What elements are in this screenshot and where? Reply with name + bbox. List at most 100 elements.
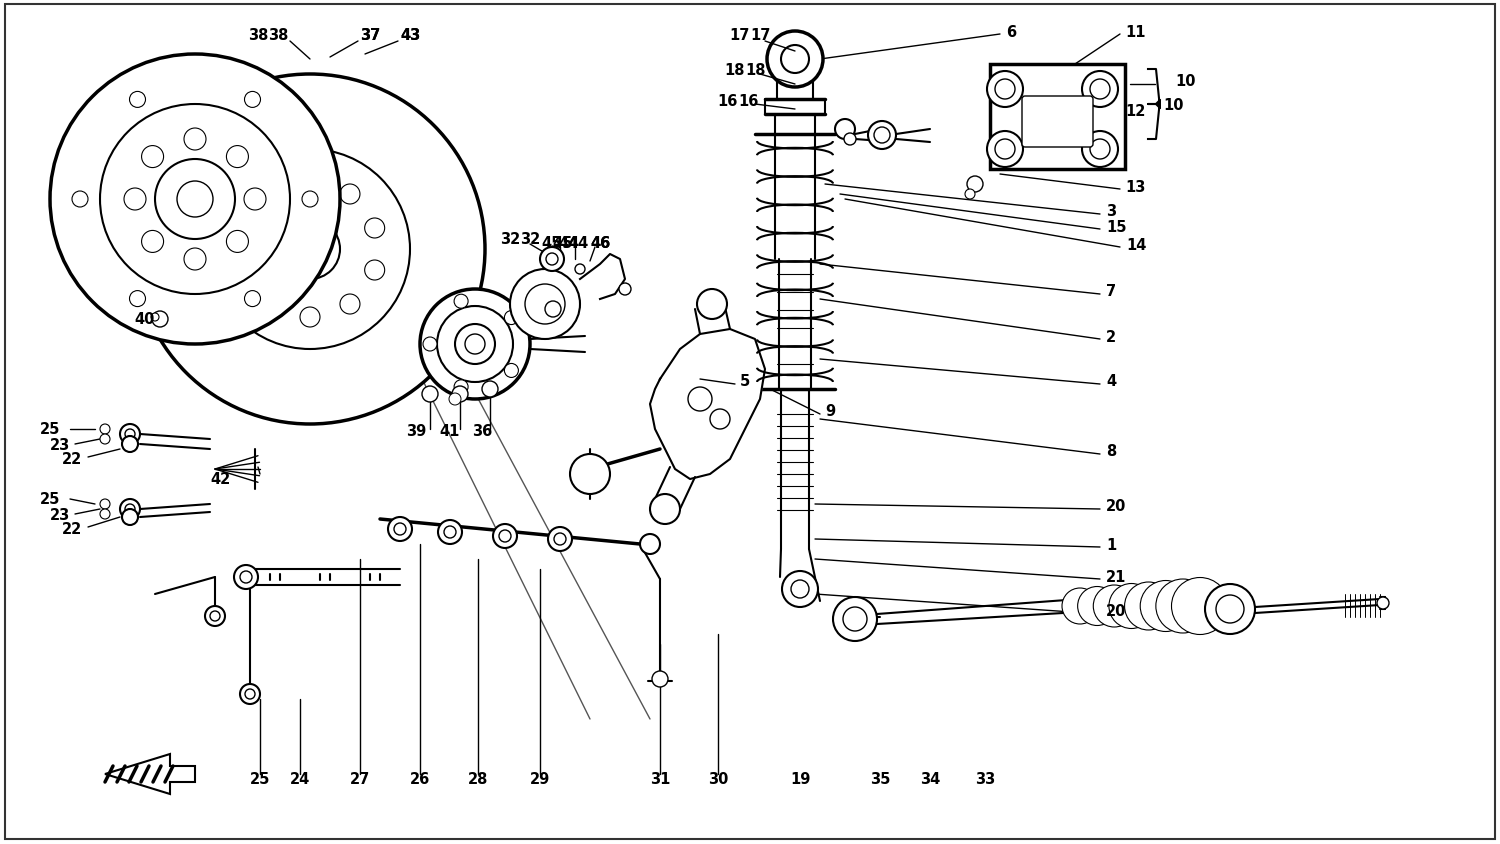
Circle shape (124, 505, 135, 514)
Circle shape (141, 231, 164, 253)
Circle shape (364, 219, 384, 239)
Circle shape (100, 510, 109, 519)
Circle shape (1216, 595, 1243, 623)
Circle shape (782, 46, 808, 74)
Text: 42: 42 (210, 472, 231, 487)
Text: 22: 22 (62, 522, 82, 537)
Circle shape (504, 364, 519, 378)
Text: 34: 34 (920, 771, 940, 787)
Circle shape (1090, 80, 1110, 100)
Circle shape (465, 334, 484, 354)
Circle shape (782, 571, 818, 608)
Text: 2: 2 (1106, 329, 1116, 344)
Circle shape (364, 261, 384, 281)
Text: 1: 1 (1106, 537, 1116, 552)
Text: 38: 38 (268, 28, 288, 42)
Text: 38: 38 (248, 28, 268, 42)
Circle shape (226, 231, 249, 253)
Circle shape (500, 530, 512, 543)
Circle shape (964, 190, 975, 200)
Circle shape (510, 270, 580, 339)
Text: 32: 32 (500, 232, 520, 247)
Circle shape (452, 387, 468, 403)
Text: 32: 32 (520, 232, 540, 247)
Circle shape (836, 120, 855, 140)
Circle shape (1108, 584, 1154, 629)
Circle shape (50, 55, 340, 344)
Circle shape (184, 129, 206, 151)
Circle shape (234, 565, 258, 589)
Circle shape (244, 92, 261, 108)
Circle shape (72, 192, 88, 208)
Circle shape (448, 393, 460, 405)
Circle shape (833, 598, 878, 641)
Circle shape (422, 387, 438, 403)
Text: 13: 13 (1125, 181, 1146, 195)
Circle shape (540, 247, 564, 272)
Polygon shape (990, 65, 1125, 170)
Circle shape (260, 185, 280, 205)
Text: 33: 33 (975, 771, 994, 787)
Circle shape (987, 72, 1023, 108)
Text: 20: 20 (1106, 603, 1126, 619)
Text: 20: 20 (1106, 499, 1126, 514)
Circle shape (1140, 581, 1191, 632)
Circle shape (698, 289, 728, 320)
Circle shape (504, 311, 519, 325)
Polygon shape (105, 754, 195, 794)
Circle shape (302, 192, 318, 208)
Text: 16: 16 (738, 95, 759, 110)
Circle shape (100, 425, 109, 435)
Circle shape (394, 523, 406, 535)
Circle shape (177, 181, 213, 218)
Text: 41: 41 (440, 424, 460, 439)
Circle shape (100, 500, 109, 510)
Circle shape (100, 105, 290, 295)
Circle shape (482, 381, 498, 398)
Circle shape (280, 219, 340, 279)
Circle shape (843, 608, 867, 631)
Text: 4: 4 (1106, 374, 1116, 389)
Text: 44: 44 (568, 235, 588, 250)
Circle shape (152, 311, 168, 327)
Circle shape (236, 219, 255, 239)
Text: 39: 39 (406, 424, 426, 439)
Circle shape (1077, 587, 1116, 625)
Circle shape (525, 284, 566, 325)
Circle shape (240, 684, 260, 704)
Text: 16: 16 (717, 95, 738, 110)
Circle shape (120, 425, 140, 445)
Circle shape (574, 265, 585, 274)
Circle shape (340, 295, 360, 315)
Circle shape (120, 500, 140, 519)
Circle shape (141, 146, 164, 168)
Text: 26: 26 (410, 771, 430, 787)
Circle shape (546, 254, 558, 266)
Text: 36: 36 (472, 424, 492, 439)
Circle shape (388, 517, 412, 541)
Circle shape (300, 172, 320, 192)
Circle shape (454, 325, 495, 365)
Circle shape (244, 690, 255, 699)
Circle shape (1156, 579, 1210, 633)
Circle shape (570, 454, 610, 495)
Text: 43: 43 (400, 28, 420, 42)
Circle shape (454, 295, 468, 309)
Text: 45: 45 (542, 235, 562, 250)
Circle shape (240, 571, 252, 583)
Circle shape (1094, 585, 1136, 627)
Text: 10: 10 (1174, 74, 1196, 89)
Circle shape (620, 284, 632, 295)
Circle shape (1082, 132, 1118, 168)
Text: 25: 25 (251, 771, 270, 787)
Text: 9: 9 (825, 404, 836, 419)
Circle shape (554, 533, 566, 545)
Circle shape (994, 140, 1016, 160)
Text: 8: 8 (1106, 444, 1116, 459)
Circle shape (124, 430, 135, 440)
Text: 5: 5 (740, 374, 750, 389)
Circle shape (544, 301, 561, 317)
Circle shape (994, 80, 1016, 100)
Text: 45: 45 (552, 235, 573, 250)
Text: 27: 27 (350, 771, 370, 787)
